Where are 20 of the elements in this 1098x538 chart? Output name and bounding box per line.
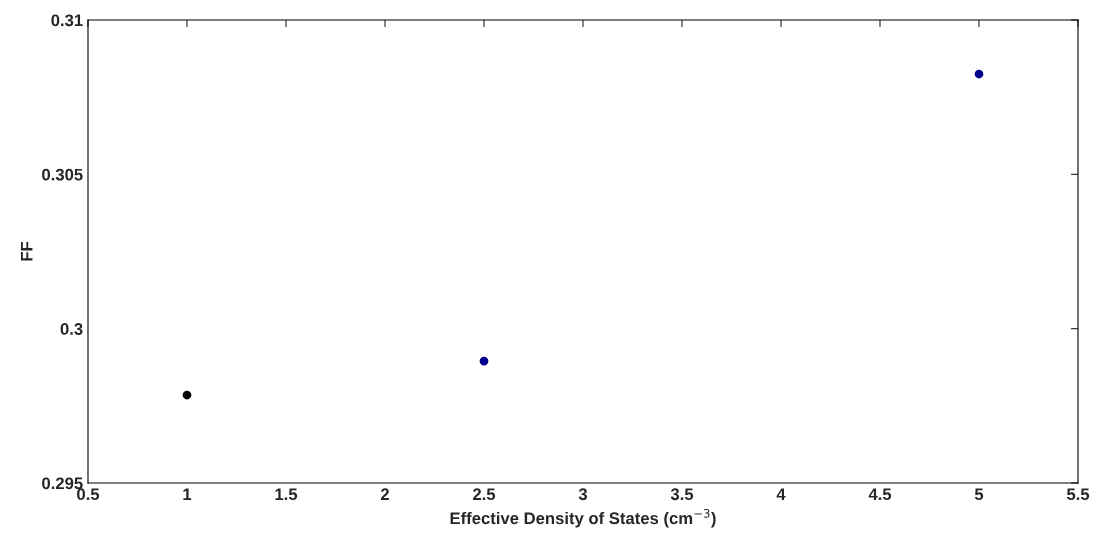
x-tick-label: 5: [974, 488, 984, 501]
y-tick-label: 0.305: [42, 168, 83, 181]
y-axis-title: FF: [20, 241, 33, 261]
x-tick-label: 1: [183, 488, 192, 500]
x-tick-label: 4: [776, 488, 786, 500]
x-tick-label: 1.5: [275, 488, 298, 501]
point: [182, 390, 192, 400]
x-tick-label: 3.5: [670, 488, 694, 501]
point: [479, 356, 489, 366]
point: [974, 69, 984, 79]
y-tick-label: 0.3: [60, 323, 83, 335]
x-tick-label: 5.5: [1066, 488, 1090, 501]
x-tick-label: 4.5: [868, 488, 892, 501]
y-tick-label: 0.31: [51, 14, 83, 27]
x-axis-title: Effective Density of States (cm$^{−3}$): [450, 508, 716, 528]
y-tick-label: 0.295: [42, 477, 83, 490]
x-tick-label: 0.5: [77, 488, 100, 501]
x-tick-label: 2.5: [472, 488, 496, 501]
x-tick-label: 2: [380, 488, 389, 500]
x-tick-label: 3: [578, 488, 588, 501]
